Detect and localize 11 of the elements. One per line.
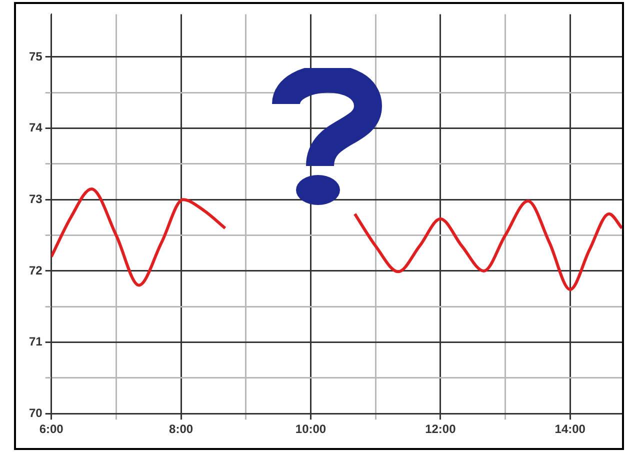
y-tick-label: 71	[28, 334, 43, 349]
x-tick-label: 12:00	[425, 422, 456, 436]
y-tick-label: 72	[28, 263, 43, 278]
y-tick-label: 74	[28, 120, 43, 135]
y-tick-label: 70	[28, 406, 43, 420]
x-tick-label: 8:00	[169, 422, 194, 436]
y-tick-label: 73	[28, 192, 43, 206]
x-tick-label: 6:00	[39, 422, 64, 436]
x-tick-label: 10:00	[295, 422, 326, 436]
x-tick-label: 14:00	[554, 422, 586, 436]
y-tick-label: 75	[28, 49, 43, 64]
